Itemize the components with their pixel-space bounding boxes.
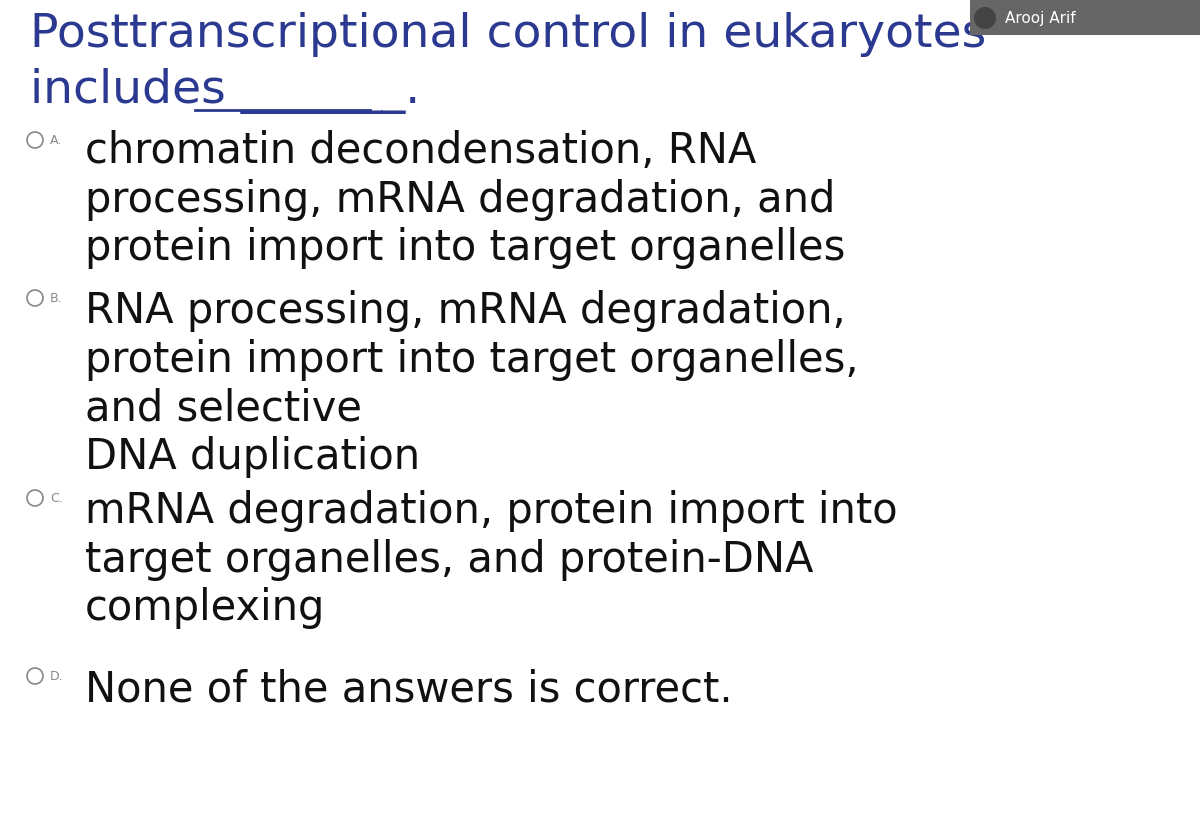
Text: includes _______.: includes _______.: [30, 68, 420, 114]
FancyBboxPatch shape: [970, 0, 1200, 35]
Circle shape: [974, 7, 996, 29]
Text: RNA processing, mRNA degradation,
protein import into target organelles,
and sel: RNA processing, mRNA degradation, protei…: [85, 290, 859, 477]
Text: D.: D.: [50, 670, 64, 682]
Text: mRNA degradation, protein import into
target organelles, and protein-DNA
complex: mRNA degradation, protein import into ta…: [85, 490, 898, 629]
Text: None of the answers is correct.: None of the answers is correct.: [85, 668, 733, 710]
Text: C.: C.: [50, 492, 62, 504]
Text: B.: B.: [50, 291, 62, 305]
Text: Posttranscriptional control in eukaryotes: Posttranscriptional control in eukaryote…: [30, 12, 986, 57]
Text: Arooj Arif: Arooj Arif: [1006, 11, 1075, 25]
Text: A.: A.: [50, 133, 62, 147]
Text: chromatin decondensation, RNA
processing, mRNA degradation, and
protein import i: chromatin decondensation, RNA processing…: [85, 130, 845, 269]
